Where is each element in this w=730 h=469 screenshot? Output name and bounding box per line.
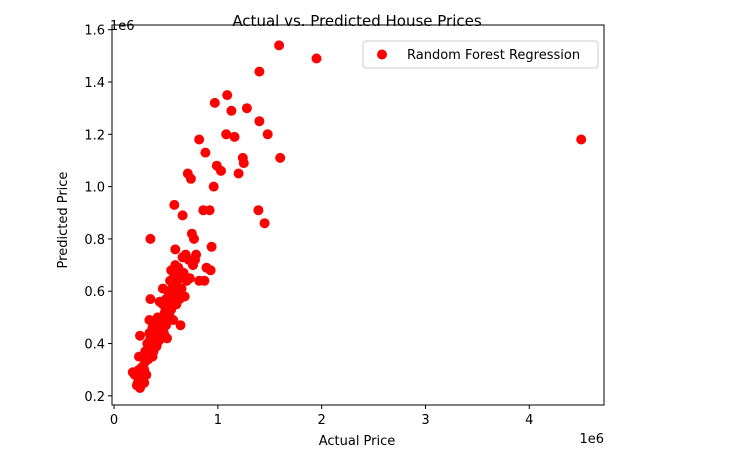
- data-point: [275, 152, 286, 163]
- data-point: [175, 320, 186, 331]
- data-point: [576, 134, 587, 145]
- data-point: [184, 273, 195, 284]
- x-offset-label: 1e6: [579, 432, 604, 447]
- data-point: [185, 173, 196, 184]
- y-tick-label: 1.6: [84, 24, 105, 39]
- data-point: [177, 210, 188, 221]
- plot-frame: [111, 24, 605, 406]
- data-point: [199, 275, 210, 286]
- data-point: [206, 241, 217, 252]
- data-point: [200, 147, 211, 158]
- data-point: [145, 233, 156, 244]
- data-point: [226, 105, 237, 116]
- data-point: [311, 53, 322, 64]
- data-point: [170, 244, 181, 255]
- data-point: [141, 369, 152, 380]
- legend-label: Random Forest Regression: [407, 48, 580, 63]
- data-point: [168, 315, 179, 325]
- data-point: [189, 233, 199, 244]
- y-tick-label: 0.6: [84, 285, 105, 300]
- data-point: [176, 283, 187, 294]
- legend: Random Forest Regression: [362, 40, 599, 69]
- y-tick-label: 1.2: [84, 128, 105, 143]
- y-offset-label: 1e6: [110, 19, 135, 34]
- data-point: [253, 205, 264, 216]
- y-tick-label: 0.4: [84, 338, 105, 353]
- data-point: [262, 129, 273, 140]
- data-point: [208, 181, 219, 192]
- data-point: [229, 131, 240, 142]
- data-point: [162, 333, 172, 344]
- y-tick-label: 0.8: [84, 233, 105, 248]
- data-point: [233, 168, 244, 179]
- data-point: [241, 103, 252, 114]
- chart-title: Actual vs. Predicted House Prices: [232, 12, 482, 30]
- data-point: [194, 134, 205, 145]
- y-axis-label: Predicted Price: [56, 172, 71, 269]
- data-point: [209, 97, 220, 108]
- x-tick-label: 3: [421, 413, 429, 428]
- x-tick-label: 4: [525, 413, 533, 428]
- data-point: [254, 66, 265, 77]
- legend-marker: [377, 49, 387, 60]
- legend-box: [362, 40, 599, 69]
- x-tick-label: 0: [110, 413, 118, 428]
- x-tick-label: 1: [214, 413, 222, 428]
- x-axis-ticks: 0 1 2 3 4: [110, 405, 533, 428]
- data-point: [216, 165, 226, 176]
- data-point: [254, 116, 265, 127]
- data-point: [221, 129, 232, 140]
- data-point: [222, 90, 233, 101]
- y-tick-label: 1.0: [84, 181, 105, 196]
- data-point: [139, 377, 150, 388]
- data-point: [135, 330, 145, 341]
- data-point: [259, 218, 270, 229]
- y-axis-ticks: 0.2 0.4 0.6 0.8 1.0 1.2 1.4 1.6: [84, 24, 112, 405]
- plot-area: [112, 25, 604, 405]
- data-point: [205, 265, 216, 276]
- data-point: [238, 158, 249, 169]
- data-point: [169, 199, 180, 210]
- data-point: [179, 291, 190, 302]
- data-point: [274, 40, 285, 51]
- y-tick-label: 0.2: [84, 390, 105, 405]
- x-tick-label: 2: [318, 413, 326, 428]
- y-tick-label: 1.4: [84, 76, 105, 91]
- data-point: [145, 294, 156, 305]
- x-axis-label: Actual Price: [319, 434, 396, 449]
- data-point: [191, 249, 202, 260]
- data-point: [204, 205, 215, 216]
- data-points: [127, 40, 587, 393]
